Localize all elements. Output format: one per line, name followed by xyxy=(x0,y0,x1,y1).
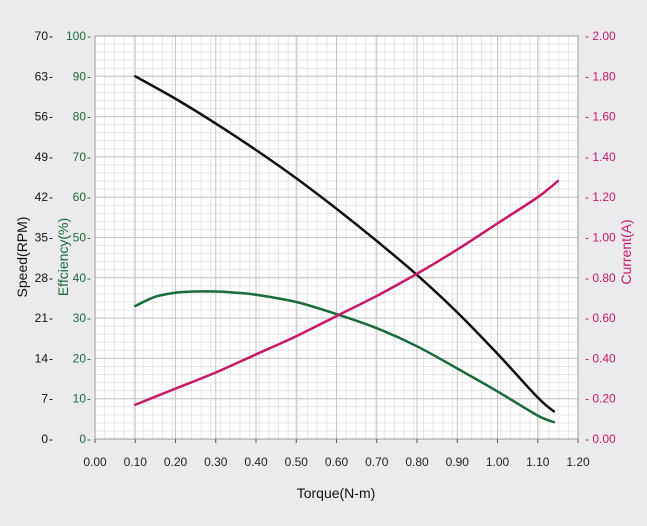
current-tick-label: - 0.80 xyxy=(585,271,616,285)
speed-tick-label: 7 xyxy=(41,392,48,406)
speed-tick-mark: - xyxy=(49,231,53,245)
current-axis-ticks: - 0.00 - 0.20 - 0.40 - 0.60 - 0.80 - 1.00 - 1.… xyxy=(585,29,616,446)
series-lines xyxy=(134,75,560,424)
x-tick-label: 0.70 xyxy=(365,455,389,469)
x-tick-label: 0.00 xyxy=(83,455,107,469)
speed-tick-mark: - xyxy=(49,311,53,325)
efficiency-tick-mark: - xyxy=(87,190,91,204)
efficiency-tick-label: 100 xyxy=(66,29,86,43)
efficiency-axis-title: Effciency(%) xyxy=(55,218,71,296)
current-tick-label: - 1.00 xyxy=(585,231,616,245)
speed-tick-label: 35 xyxy=(35,231,49,245)
speed-axis-title: Speed(RPM) xyxy=(14,217,30,298)
speed-tick-mark: - xyxy=(49,392,53,406)
current-axis-title: Current(A) xyxy=(618,219,634,284)
efficiency-tick-label: 20 xyxy=(73,351,87,365)
grid xyxy=(95,36,578,439)
efficiency-tick-label: 70 xyxy=(73,150,87,164)
efficiency-tick-label: 30 xyxy=(73,311,87,325)
efficiency-tick-mark: - xyxy=(87,392,91,406)
efficiency-tick-mark: - xyxy=(87,69,91,83)
efficiency-tick-label: 0 xyxy=(79,432,86,446)
current-tick-label: - 2.00 xyxy=(585,29,616,43)
x-tick-label: 0.10 xyxy=(124,455,148,469)
x-tick-label: 0.90 xyxy=(446,455,470,469)
speed-tick-mark: - xyxy=(49,29,53,43)
x-tick-label: 1.20 xyxy=(566,455,590,469)
current-curve xyxy=(134,179,560,406)
efficiency-tick-label: 40 xyxy=(73,271,87,285)
x-tick-label: 0.40 xyxy=(244,455,268,469)
speed-curve xyxy=(134,75,556,413)
current-tick-label: - 1.60 xyxy=(585,110,616,124)
speed-tick-label: 49 xyxy=(35,150,49,164)
speed-tick-label: 14 xyxy=(35,351,49,365)
speed-tick-label: 42 xyxy=(35,190,49,204)
efficiency-tick-mark: - xyxy=(87,432,91,446)
efficiency-tick-label: 10 xyxy=(73,392,87,406)
efficiency-tick-mark: - xyxy=(87,110,91,124)
efficiency-tick-mark: - xyxy=(87,271,91,285)
efficiency-tick-label: 80 xyxy=(73,110,87,124)
efficiency-tick-mark: - xyxy=(87,29,91,43)
x-tick-label: 0.30 xyxy=(204,455,228,469)
speed-tick-label: 21 xyxy=(35,311,49,325)
efficiency-tick-mark: - xyxy=(87,351,91,365)
speed-tick-label: 0 xyxy=(41,432,48,446)
speed-tick-label: 28 xyxy=(35,271,49,285)
current-tick-label: - 1.20 xyxy=(585,190,616,204)
speed-tick-label: 63 xyxy=(35,69,49,83)
x-tick-label: 0.20 xyxy=(164,455,188,469)
speed-tick-label: 56 xyxy=(35,110,49,124)
speed-tick-mark: - xyxy=(49,432,53,446)
x-tick-label: 0.60 xyxy=(325,455,349,469)
speed-tick-mark: - xyxy=(49,271,53,285)
speed-tick-mark: - xyxy=(49,110,53,124)
current-tick-label: - 0.40 xyxy=(585,351,616,365)
speed-tick-label: 70 xyxy=(35,29,49,43)
current-tick-label: - 0.60 xyxy=(585,311,616,325)
x-tick-label: 0.50 xyxy=(285,455,309,469)
efficiency-curve xyxy=(134,290,556,424)
current-tick-label: - 0.00 xyxy=(585,432,616,446)
efficiency-tick-mark: - xyxy=(87,231,91,245)
efficiency-tick-label: 60 xyxy=(73,190,87,204)
efficiency-tick-label: 50 xyxy=(73,231,87,245)
speed-tick-mark: - xyxy=(49,190,53,204)
x-axis-ticks: 0.00 0.10 0.20 0.30 0.40 0.50 0.60 0.70 0.80 0.90… xyxy=(83,439,590,469)
efficiency-axis-ticks: 0 -10 -20 -30 -40 -50 -60 -70 -80 -90 -100- xyxy=(66,29,91,446)
speed-tick-mark: - xyxy=(49,351,53,365)
x-tick-label: 0.80 xyxy=(405,455,429,469)
current-tick-label: - 1.40 xyxy=(585,150,616,164)
efficiency-tick-mark: - xyxy=(87,311,91,325)
current-tick-label: - 1.80 xyxy=(585,69,616,83)
efficiency-tick-label: 90 xyxy=(73,69,87,83)
current-tick-label: - 0.20 xyxy=(585,392,616,406)
efficiency-tick-mark: - xyxy=(87,150,91,164)
speed-tick-mark: - xyxy=(49,69,53,83)
speed-axis-ticks: 0 -7 -14 -21 -28 -35 -42 -49 -56 -63 -70- xyxy=(35,29,53,446)
x-tick-label: 1.10 xyxy=(526,455,550,469)
x-axis-title: Torque(N-m) xyxy=(297,485,376,501)
speed-tick-mark: - xyxy=(49,150,53,164)
x-tick-label: 1.00 xyxy=(486,455,510,469)
